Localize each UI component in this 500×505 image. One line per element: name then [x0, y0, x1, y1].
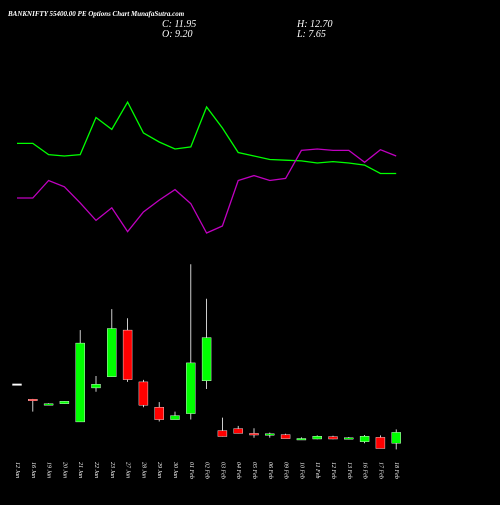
x-tick-label: 13 Feb	[346, 462, 352, 479]
candle-body	[233, 428, 243, 434]
x-tick-label: 29 Jan	[156, 462, 162, 478]
candle-body	[344, 437, 354, 440]
x-tick-label: 09 Feb	[283, 462, 289, 479]
candle	[265, 432, 275, 438]
x-tick-label: 04 Feb	[235, 462, 242, 479]
candle	[280, 433, 291, 439]
x-tick-labels: 12 Jan 16 Jan 19 Jan 20 Jan 21 Jan 22 Jan 23 J…	[14, 461, 399, 479]
x-tick-label: 19 Jan	[46, 462, 52, 478]
candle	[249, 428, 259, 438]
candle	[296, 437, 307, 441]
candle-body	[201, 337, 212, 382]
candle	[91, 376, 101, 392]
x-tick-label: 30 Jan	[172, 461, 178, 478]
candle-body	[91, 384, 101, 389]
x-tick-label: 02 Feb	[204, 462, 210, 479]
candle-body	[170, 415, 180, 420]
chart-title: BANKNIFTY 55400.00 PE Options Chart Muna…	[8, 10, 185, 18]
x-tick-label: 23 Jan	[109, 462, 115, 478]
candle	[107, 309, 117, 377]
candle-body	[217, 430, 228, 437]
candle	[375, 435, 386, 449]
x-tick-label: 10 Feb	[298, 462, 304, 479]
candle-body	[280, 434, 291, 439]
candle	[344, 437, 354, 440]
x-tick-label: 18 Feb	[393, 462, 399, 479]
candle	[59, 401, 70, 404]
candle	[217, 417, 228, 437]
x-tick-label: 05 Feb	[251, 462, 257, 479]
candle-body	[122, 329, 133, 380]
candle	[201, 298, 212, 389]
candle-body	[375, 437, 386, 449]
candle	[391, 429, 401, 450]
candles	[12, 264, 401, 450]
candle	[359, 435, 370, 444]
indicator-line-2	[17, 148, 397, 234]
candle-body	[12, 383, 22, 386]
candle	[233, 425, 243, 434]
indicator-line-1	[17, 100, 397, 175]
x-tick-label: 17 Feb	[377, 462, 383, 479]
candle-body	[59, 401, 70, 404]
high-readout: H: 12.70	[297, 19, 333, 30]
candle-body	[359, 436, 370, 442]
candle-body	[265, 433, 275, 436]
x-tick-label: 22 Jan	[93, 462, 99, 478]
x-tick-label: 11 Feb	[314, 462, 320, 478]
candle-body	[28, 399, 38, 401]
candle-body	[328, 436, 338, 440]
x-tick-label: 27 Jan	[125, 462, 131, 478]
candle-body	[186, 362, 196, 414]
candle	[170, 411, 180, 420]
x-tick-label: 16 Feb	[362, 462, 368, 479]
x-tick-label: 12 Feb	[330, 462, 336, 479]
x-tick-label: 06 Feb	[267, 462, 273, 479]
close-readout: C: 11.95	[162, 19, 197, 30]
candle	[43, 403, 54, 406]
x-tick-label: 16 Jan	[30, 462, 36, 478]
candle-body	[43, 403, 54, 406]
x-tick-label: 20 Jan	[61, 462, 67, 478]
candle	[122, 318, 133, 382]
candle	[28, 398, 38, 412]
candle-body	[391, 432, 401, 444]
x-tick-label: 01 Feb	[188, 462, 194, 479]
candle	[154, 402, 164, 422]
candle	[312, 435, 322, 440]
candle-body	[312, 436, 322, 440]
low-readout: L: 7.65	[297, 29, 326, 40]
x-tick-label: 21 Jan	[77, 462, 83, 478]
x-tick-label: 03 Feb	[219, 462, 225, 479]
candle	[186, 264, 196, 420]
x-tick-label: 12 Jan	[14, 462, 20, 478]
x-tick-label: 28 Jan	[140, 462, 146, 478]
candle	[328, 435, 338, 440]
candle	[75, 330, 85, 423]
candle-body	[75, 342, 85, 423]
indicator-lines	[17, 100, 397, 234]
candle-body	[296, 438, 307, 441]
candle-body	[107, 328, 117, 377]
candle	[12, 383, 22, 386]
candle-body	[249, 433, 259, 436]
candle	[138, 379, 149, 408]
candle-body	[138, 381, 149, 406]
open-readout: O: 9.20	[162, 29, 193, 40]
candle-body	[154, 407, 164, 420]
